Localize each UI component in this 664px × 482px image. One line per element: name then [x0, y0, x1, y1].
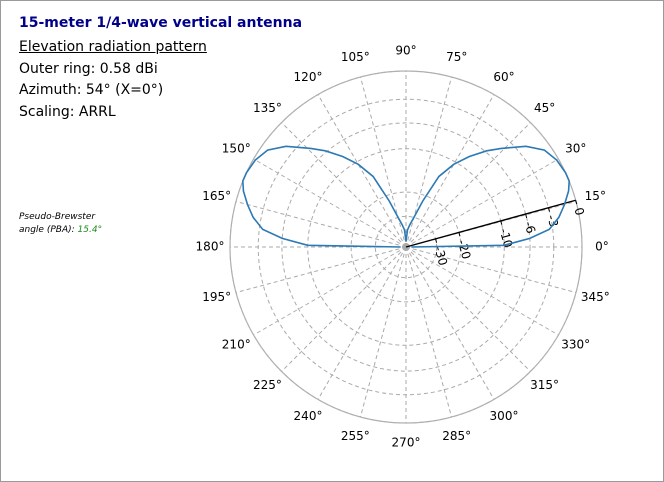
grid-spoke: [405, 158, 559, 248]
angle-tick-label: 180°: [196, 240, 225, 254]
grid-spoke: [235, 200, 407, 248]
grid-spoke: [281, 122, 407, 248]
grid-spoke: [317, 94, 407, 248]
annotation: Pseudo-Brewster angle (PBA): 15.4°: [19, 211, 111, 237]
ring-tick-label: -20: [455, 238, 474, 261]
angle-tick-label: 300°: [490, 409, 519, 423]
ring-tick-label: -6: [521, 220, 538, 235]
grid-spoke: [405, 246, 453, 418]
pattern-line: [242, 145, 570, 248]
angle-tick-label: 30°: [565, 142, 586, 156]
grid-spoke: [359, 76, 407, 248]
pba-line: [405, 199, 576, 248]
ring-tick-label: 0: [572, 206, 588, 217]
angle-tick-label: 345°: [581, 290, 610, 304]
ring-tick-label: -30: [431, 245, 450, 268]
info-line: Outer ring: 0.58 dBi: [19, 61, 158, 77]
chart-title: 15-meter 1/4-wave vertical antenna: [19, 15, 303, 31]
chart-subtitle: Elevation radiation pattern: [19, 39, 207, 55]
ring-tick: [500, 220, 503, 225]
angle-tick-label: 270°: [392, 436, 421, 450]
ring-tick: [458, 232, 461, 237]
angle-tick-label: 240°: [294, 409, 323, 423]
angle-tick-label: 255°: [341, 429, 370, 443]
grid-spoke: [405, 246, 559, 336]
angle-tick-label: 0°: [595, 240, 609, 254]
annotation-text: Pseudo-Brewster angle (PBA):: [19, 212, 96, 235]
grid-spoke: [359, 246, 407, 418]
grid-spoke: [405, 246, 531, 372]
angle-tick-label: 210°: [222, 338, 251, 352]
grid-spoke: [317, 246, 407, 400]
grid-spoke: [405, 246, 495, 400]
angle-tick-label: 330°: [561, 338, 590, 352]
angle-tick-label: 150°: [222, 142, 251, 156]
ring-tick: [547, 207, 551, 212]
grid-ring: [281, 122, 531, 372]
ring-tick: [575, 200, 578, 205]
angle-tick-label: 285°: [442, 429, 471, 443]
angle-tick-label: 135°: [253, 101, 282, 115]
angle-tick-label: 75°: [446, 50, 467, 64]
angle-tick-label: 45°: [534, 101, 555, 115]
angle-tick-label: 90°: [395, 44, 416, 58]
grid-spoke: [405, 76, 453, 248]
angle-tick-label: 225°: [253, 378, 282, 392]
grid-spoke: [405, 94, 495, 248]
angle-tick-label: 315°: [530, 378, 559, 392]
annotation-value: 15.4°: [77, 225, 103, 235]
angle-tick-label: 15°: [585, 189, 606, 203]
info-line: Scaling: ARRL: [19, 104, 116, 120]
grid-ring: [307, 148, 505, 346]
ring-tick-label: -3: [544, 213, 561, 228]
angle-tick-label: 165°: [202, 189, 231, 203]
grid-spoke: [235, 246, 407, 294]
grid-ring: [350, 191, 462, 303]
grid-spoke: [281, 246, 407, 372]
grid-spoke: [253, 246, 407, 336]
info-line: Azimuth: 54° (X=0°): [19, 82, 164, 98]
grid-spoke: [405, 246, 577, 294]
angle-tick-label: 195°: [202, 290, 231, 304]
grid-ring: [257, 98, 555, 396]
ring-tick: [525, 213, 528, 219]
outer-ring: [229, 70, 583, 424]
grid-spoke: [405, 122, 531, 248]
angle-tick-label: 60°: [493, 70, 514, 84]
angle-tick-label: 120°: [294, 70, 323, 84]
ring-tick: [435, 238, 438, 243]
grid-spoke: [253, 158, 407, 248]
angle-tick-label: 105°: [341, 50, 370, 64]
